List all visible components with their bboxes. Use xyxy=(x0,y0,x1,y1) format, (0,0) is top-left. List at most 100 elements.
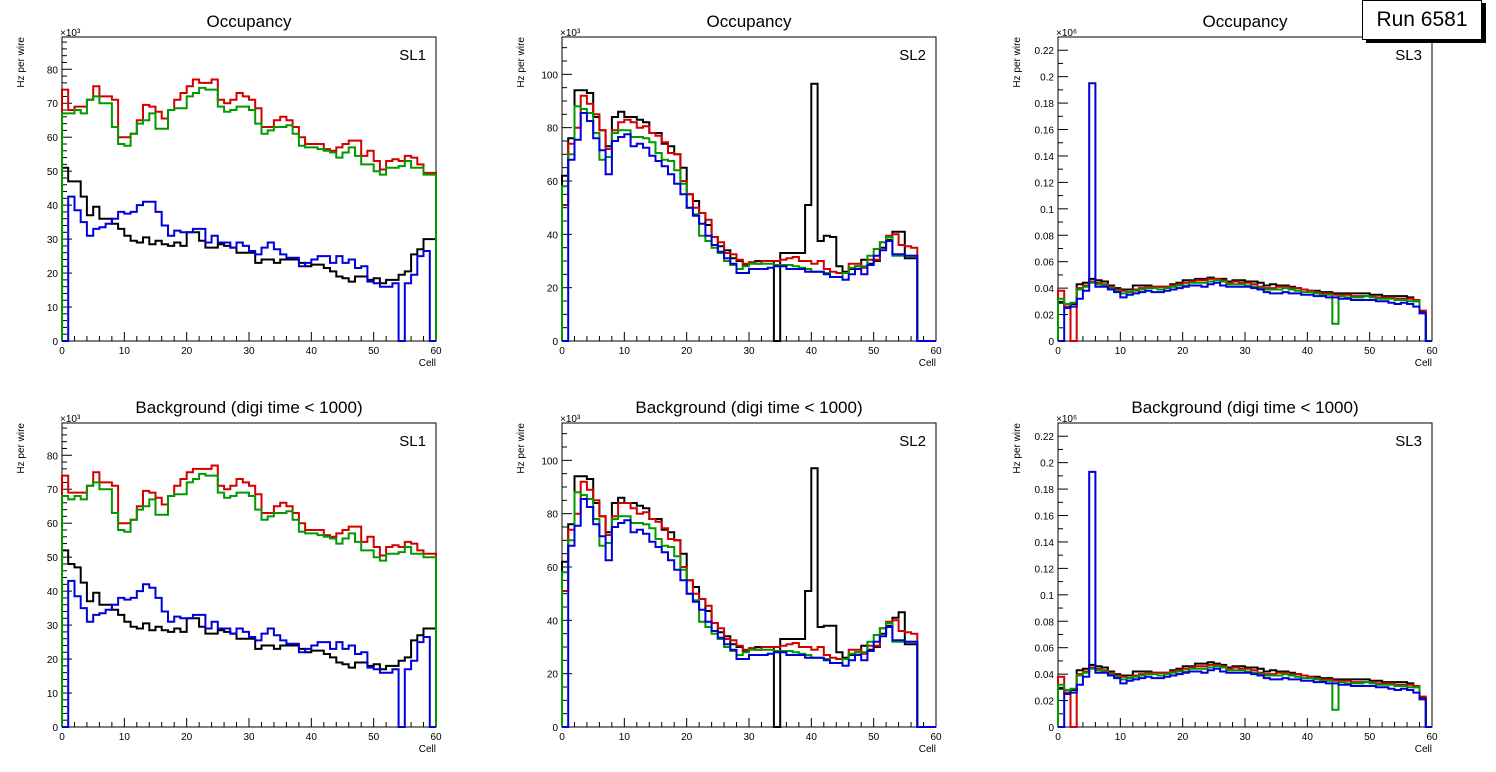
x-tick-label: 10 xyxy=(119,346,131,357)
x-tick-label: 20 xyxy=(181,732,193,743)
series-line-black xyxy=(61,166,437,341)
y-axis-multiplier: ×10³ xyxy=(60,414,81,425)
y-tick-label: 0.02 xyxy=(1035,311,1055,322)
x-tick-label: 10 xyxy=(619,346,631,357)
y-axis-label: Hz per wire xyxy=(516,37,527,88)
y-axis-multiplier: ×10³ xyxy=(560,28,581,39)
y-tick-label: 10 xyxy=(47,689,59,700)
x-tick-label: 0 xyxy=(59,346,65,357)
y-tick-label: 60 xyxy=(47,519,59,530)
histogram-panel: Background (digi time < 1000) 0 10 20 30 40 50… xyxy=(516,398,942,755)
x-tick-label: 30 xyxy=(243,346,255,357)
x-tick-label: 40 xyxy=(1302,732,1314,743)
x-axis-label: Cell xyxy=(919,358,936,369)
series-line-red xyxy=(61,464,437,727)
x-tick-label: 30 xyxy=(1239,346,1251,357)
y-tick-label: 40 xyxy=(547,616,559,627)
x-tick-label: 60 xyxy=(1426,346,1438,357)
superlayer-label: SL2 xyxy=(899,47,926,64)
x-tick-label: 40 xyxy=(806,732,818,743)
y-tick-label: 80 xyxy=(47,451,59,462)
x-tick-label: 40 xyxy=(306,732,318,743)
series-line-blue xyxy=(1058,470,1432,728)
x-tick-label: 10 xyxy=(619,732,631,743)
y-tick-label: 30 xyxy=(47,235,59,246)
y-tick-label: 40 xyxy=(47,201,59,212)
x-tick-label: 30 xyxy=(1239,732,1251,743)
x-tick-label: 60 xyxy=(430,346,442,357)
x-tick-label: 50 xyxy=(868,346,880,357)
superlayer-label: SL3 xyxy=(1395,433,1422,450)
y-tick-label: 0.22 xyxy=(1035,432,1055,443)
series-line-green xyxy=(61,86,437,341)
y-tick-label: 0.06 xyxy=(1035,644,1055,655)
y-tick-label: 0.04 xyxy=(1035,284,1055,295)
x-tick-label: 0 xyxy=(559,346,565,357)
y-axis-label: Hz per wire xyxy=(16,423,27,474)
series-line-red xyxy=(61,78,437,341)
x-tick-label: 50 xyxy=(868,732,880,743)
series-line-blue xyxy=(562,498,936,728)
x-tick-label: 50 xyxy=(1364,732,1376,743)
y-tick-label: 80 xyxy=(547,124,559,135)
y-tick-label: 0.08 xyxy=(1035,231,1055,242)
series-line-blue xyxy=(1058,82,1432,342)
y-axis-multiplier: ×10³ xyxy=(60,28,81,39)
y-tick-label: 0.1 xyxy=(1040,591,1054,602)
y-tick-label: 20 xyxy=(547,284,559,295)
x-tick-label: 20 xyxy=(681,732,693,743)
x-tick-label: 60 xyxy=(930,732,942,743)
plot-frame xyxy=(61,422,437,728)
x-tick-label: 20 xyxy=(1177,346,1189,357)
y-tick-label: 40 xyxy=(47,587,59,598)
x-tick-label: 50 xyxy=(368,732,380,743)
superlayer-label: SL1 xyxy=(399,433,426,450)
y-tick-label: 40 xyxy=(547,230,559,241)
histogram-panel: Background (digi time < 1000) 0 10 20 30 40 50… xyxy=(16,398,442,755)
y-tick-label: 70 xyxy=(47,485,59,496)
plot-frame xyxy=(561,422,937,728)
panel-title: Occupancy xyxy=(206,12,292,31)
series-line-green xyxy=(61,472,437,727)
y-tick-label: 0.2 xyxy=(1040,459,1054,470)
plot-frame xyxy=(561,36,937,342)
y-tick-label: 20 xyxy=(547,670,559,681)
y-tick-label: 0 xyxy=(552,337,558,348)
panel-title: Background (digi time < 1000) xyxy=(635,398,862,417)
y-tick-label: 0.06 xyxy=(1035,258,1055,269)
superlayer-label: SL2 xyxy=(899,433,926,450)
y-tick-label: 60 xyxy=(47,133,59,144)
y-tick-label: 60 xyxy=(547,563,559,574)
y-tick-label: 0 xyxy=(52,337,58,348)
y-tick-label: 0 xyxy=(52,723,58,734)
y-tick-label: 0 xyxy=(1048,723,1054,734)
x-tick-label: 30 xyxy=(743,732,755,743)
x-axis-label: Cell xyxy=(1415,744,1432,755)
y-tick-label: 0.16 xyxy=(1035,512,1055,523)
y-tick-label: 80 xyxy=(47,65,59,76)
x-tick-label: 10 xyxy=(1115,732,1127,743)
y-tick-label: 0 xyxy=(552,723,558,734)
series-line-blue xyxy=(62,195,436,342)
histogram-panel: Occupancy 0 10 20 30 40 50 60 0 20 40 60 80 100 Cell Hz… xyxy=(516,12,942,369)
plot-frame xyxy=(61,36,437,342)
y-tick-label: 70 xyxy=(47,99,59,110)
series-line-blue xyxy=(62,579,436,728)
y-axis-label: Hz per wire xyxy=(516,423,527,474)
y-tick-label: 0.16 xyxy=(1035,126,1055,137)
y-tick-label: 0 xyxy=(1048,337,1054,348)
series-line-blue xyxy=(562,112,936,342)
x-tick-label: 30 xyxy=(743,346,755,357)
y-tick-label: 60 xyxy=(547,177,559,188)
superlayer-label: SL3 xyxy=(1395,47,1422,64)
run-label: Run 6581 xyxy=(1362,0,1482,40)
y-tick-label: 0.2 xyxy=(1040,73,1054,84)
y-axis-label: Hz per wire xyxy=(1012,423,1023,474)
y-tick-label: 0.12 xyxy=(1035,564,1055,575)
y-tick-label: 0.12 xyxy=(1035,178,1055,189)
series-line-green xyxy=(1057,279,1432,342)
y-axis-multiplier: ×10⁶ xyxy=(1056,28,1077,39)
y-tick-label: 30 xyxy=(47,621,59,632)
y-axis-multiplier: ×10⁶ xyxy=(1056,414,1077,425)
